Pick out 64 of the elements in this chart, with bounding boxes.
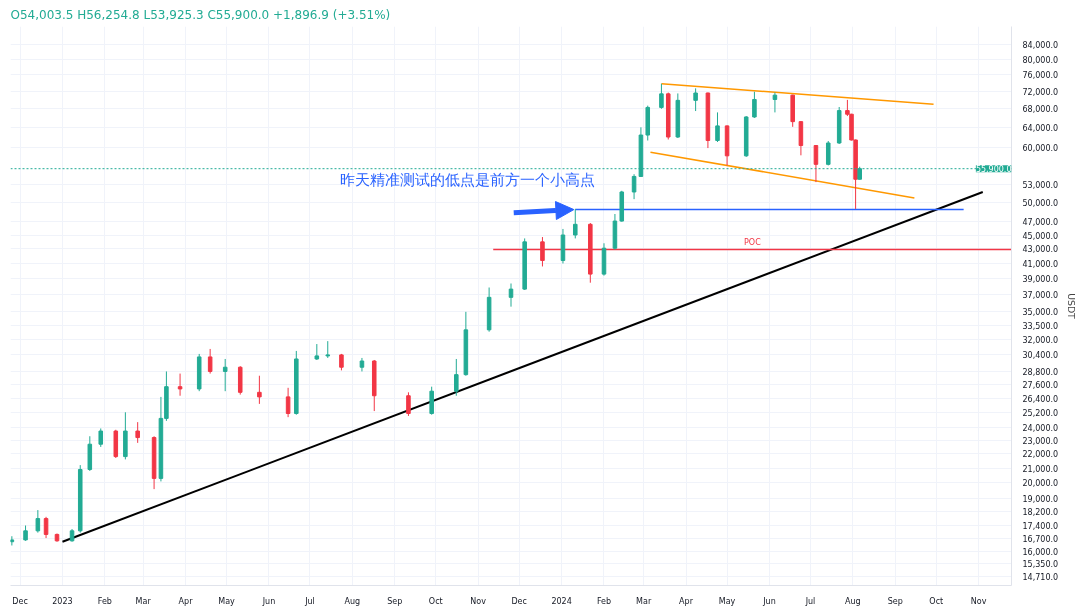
y-tick-label: 35,000.0	[1022, 308, 1059, 318]
x-tick-label: Jun	[261, 596, 276, 606]
x-tick-label: Jul	[804, 596, 816, 606]
y-tick-label: 33,500.0	[1022, 321, 1059, 331]
y-tick-label: 18,200.0	[1022, 508, 1059, 518]
y-tick-label: 20,000.0	[1022, 479, 1059, 489]
y-tick-label: 16,000.0	[1022, 547, 1059, 557]
y-tick-label: 14,710.0	[1022, 573, 1059, 583]
y-tick-label: 47,000.0	[1022, 218, 1059, 228]
x-tick-label: Feb	[596, 596, 612, 606]
x-tick-label: Aug	[344, 596, 361, 606]
y-tick-label: 39,000.0	[1022, 275, 1059, 285]
y-tick-label: 41,000.0	[1022, 259, 1059, 269]
x-tick-label: Nov	[970, 596, 987, 606]
y-tick-label: 17,400.0	[1022, 522, 1059, 532]
y-tick-label: 19,000.0	[1022, 495, 1059, 505]
ref-line-label: 55,900.0	[975, 165, 1012, 175]
y-tick-label: 30,400.0	[1022, 351, 1059, 361]
x-tick-label: Sep	[887, 596, 903, 606]
y-tick-label: 76,000.0	[1022, 71, 1059, 81]
y-tick-label: 53,000.0	[1022, 181, 1059, 191]
y-tick-label: 25,200.0	[1022, 408, 1059, 418]
y-tick-label: 22,000.0	[1022, 450, 1059, 460]
y-tick-label: 16,700.0	[1022, 534, 1059, 544]
y-tick-label: 60,000.0	[1022, 143, 1059, 153]
x-tick-label: May	[218, 596, 236, 606]
y-tick-label: 15,350.0	[1022, 560, 1059, 570]
y-tick-label: 72,000.0	[1022, 87, 1059, 97]
y-tick-label: 32,000.0	[1022, 335, 1059, 345]
x-tick-label: Mar	[636, 596, 652, 606]
x-tick-label: Aug	[845, 596, 861, 606]
y-tick-label: 28,800.0	[1022, 367, 1059, 377]
x-tick-label: May	[718, 596, 736, 606]
x-tick-label: 2024	[551, 596, 572, 606]
x-tick-label: 2023	[52, 596, 73, 606]
annotation: 昨天精准测试的低点是前方一个小高点	[340, 170, 596, 188]
x-tick-label: Sep	[387, 596, 403, 606]
x-tick-label: Apr	[178, 596, 194, 606]
x-tick-label: Nov	[470, 596, 487, 606]
y-tick-label: 80,000.0	[1022, 55, 1059, 65]
y-tick-label: 24,000.0	[1022, 423, 1059, 433]
y-axis-title: USDT	[1066, 293, 1078, 320]
y-tick-label: 26,400.0	[1022, 394, 1059, 404]
x-tick-label: Dec	[12, 596, 28, 606]
x-tick-label: Jun	[762, 596, 776, 606]
y-tick-label: 23,000.0	[1022, 436, 1059, 446]
x-tick-label: Mar	[135, 596, 152, 606]
x-tick-label: Oct	[929, 596, 944, 606]
y-tick-label: 64,000.0	[1022, 123, 1059, 133]
y-tick-label: 50,000.0	[1022, 199, 1059, 209]
x-tick-label: Dec	[511, 596, 527, 606]
series-label: POC	[744, 237, 762, 247]
x-tick-label: Oct	[428, 596, 443, 606]
chart-title: O54,003.5 H56,254.8 L53,925.3 C55,900.0 +1,896.9 (+3.51%)	[10, 7, 391, 22]
y-tick-label: 37,000.0	[1022, 291, 1059, 301]
x-tick-label: Jul	[304, 596, 315, 606]
y-tick-label: 45,000.0	[1022, 231, 1059, 241]
y-tick-label: 68,000.0	[1022, 105, 1059, 115]
y-tick-label: 21,000.0	[1022, 464, 1059, 474]
y-tick-label: 84,000.0	[1022, 40, 1059, 50]
x-tick-label: Apr	[679, 596, 694, 606]
y-tick-label: 27,600.0	[1022, 380, 1059, 390]
x-tick-label: Feb	[97, 596, 112, 606]
y-tick-label: 43,000.0	[1022, 245, 1059, 255]
